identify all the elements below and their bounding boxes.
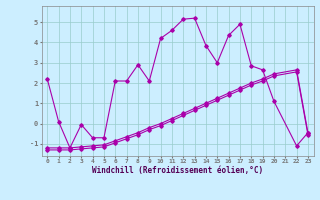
X-axis label: Windchill (Refroidissement éolien,°C): Windchill (Refroidissement éolien,°C) <box>92 166 263 175</box>
